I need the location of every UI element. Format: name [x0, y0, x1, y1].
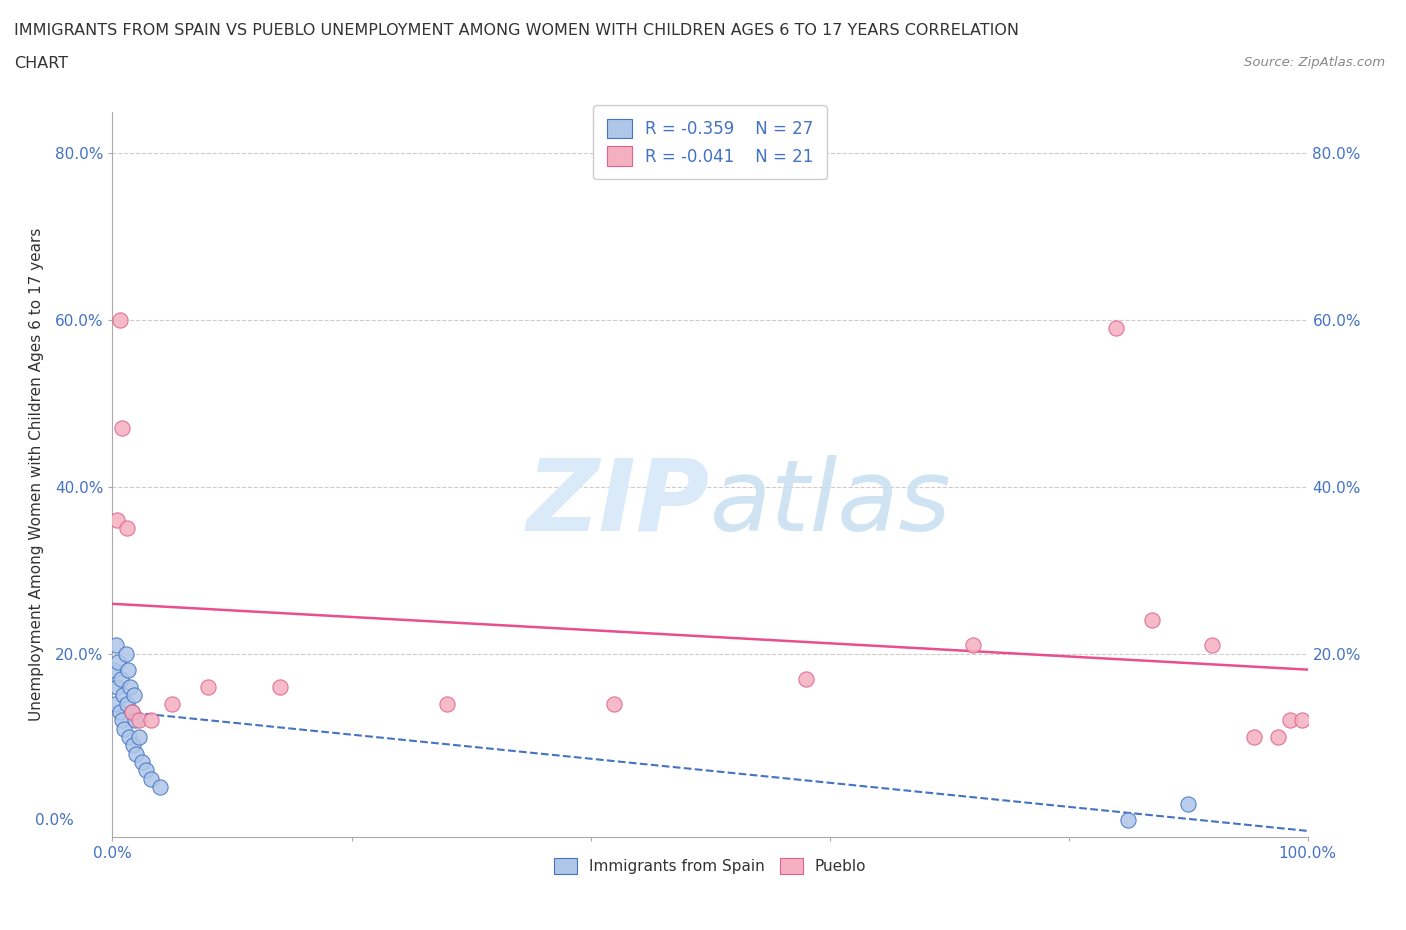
Point [131, 754, 153, 769]
Point [110, 671, 132, 686]
Text: Source: ZipAtlas.com: Source: ZipAtlas.com [1244, 56, 1385, 69]
Text: CHART: CHART [14, 56, 67, 71]
Point [139, 712, 162, 727]
Point [1142, 613, 1164, 628]
Point [114, 646, 136, 661]
Point [105, 680, 128, 695]
Point [124, 712, 146, 727]
Point [122, 688, 145, 703]
Point [115, 521, 138, 536]
Point [105, 512, 128, 527]
Point [120, 680, 142, 695]
Point [107, 655, 129, 670]
Legend: Immigrants from Spain, Pueblo: Immigrants from Spain, Pueblo [547, 852, 873, 880]
Point [125, 746, 148, 761]
Text: ZIP: ZIP [527, 455, 710, 551]
Point [104, 697, 127, 711]
Point [108, 312, 131, 327]
Point [269, 680, 291, 695]
Point [1267, 729, 1289, 744]
Point [1243, 729, 1265, 744]
Text: IMMIGRANTS FROM SPAIN VS PUEBLO UNEMPLOYMENT AMONG WOMEN WITH CHILDREN AGES 6 TO: IMMIGRANTS FROM SPAIN VS PUEBLO UNEMPLOY… [14, 23, 1019, 38]
Point [197, 680, 219, 695]
Point [121, 737, 143, 752]
Point [1278, 712, 1301, 727]
Text: 0.0%: 0.0% [35, 813, 73, 828]
Point [103, 663, 125, 678]
Point [603, 697, 626, 711]
Point [128, 712, 150, 727]
Point [118, 729, 141, 744]
Point [128, 729, 150, 744]
Text: atlas: atlas [710, 455, 952, 551]
Point [114, 721, 135, 736]
Y-axis label: Unemployment Among Women with Children Ages 6 to 17 years: Unemployment Among Women with Children A… [30, 228, 44, 721]
Point [111, 712, 134, 727]
Point [1105, 321, 1128, 336]
Point [105, 638, 128, 653]
Point [1201, 638, 1223, 653]
Point [117, 663, 139, 678]
Point [149, 779, 172, 794]
Point [962, 638, 984, 653]
Point [121, 705, 143, 720]
Point [112, 688, 135, 703]
Point [121, 705, 143, 720]
Point [1118, 813, 1140, 828]
Point [108, 705, 131, 720]
Point [436, 697, 458, 711]
Point [139, 771, 162, 786]
Point [1177, 796, 1199, 811]
Point [794, 671, 817, 686]
Point [1291, 712, 1313, 727]
Point [162, 697, 183, 711]
Point [115, 697, 138, 711]
Point [135, 763, 157, 777]
Point [111, 421, 134, 436]
